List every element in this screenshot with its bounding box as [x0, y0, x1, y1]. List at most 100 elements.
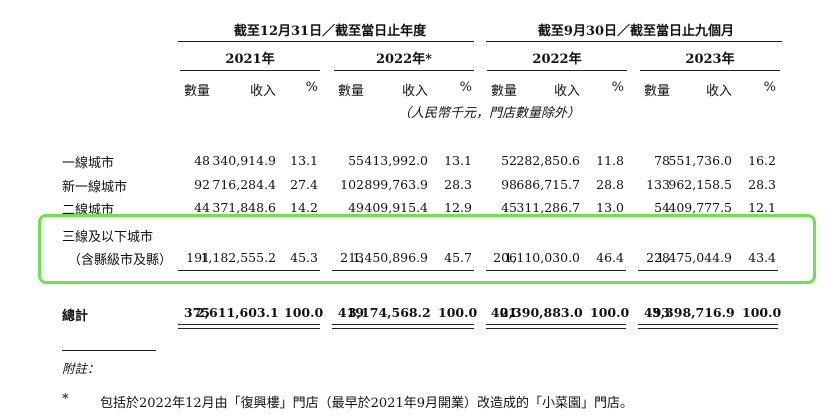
year-rule	[640, 70, 780, 71]
table-cell: 551,736.0	[668, 153, 732, 168]
column-label: %	[763, 80, 776, 95]
table-cell: 962,158.5	[668, 177, 732, 192]
table-cell: 45.7	[444, 250, 472, 265]
column-label: %	[459, 80, 472, 95]
year-header: 2022年*	[376, 52, 432, 67]
table-cell: 98	[501, 177, 517, 192]
table-cell: 43.4	[748, 250, 776, 265]
row-label: 新一線城市	[62, 180, 128, 195]
table-cell: 1,182,555.2	[200, 250, 276, 265]
column-label: 數量	[183, 84, 210, 99]
table-cell: 1,475,044.9	[656, 250, 732, 265]
table-cell: 45.3	[290, 250, 318, 265]
table-cell: 78	[654, 153, 670, 168]
table-cell: 228	[646, 250, 670, 265]
table-cell: 1,450,896.9	[352, 250, 428, 265]
footnote-rule	[62, 350, 156, 351]
table-cell: 12.9	[444, 200, 472, 215]
total-double-rule	[332, 324, 474, 329]
year-rule	[334, 70, 474, 71]
table-cell: 44	[194, 200, 210, 215]
table-cell: 27.4	[290, 177, 318, 192]
table-cell: 191	[186, 250, 210, 265]
period-header-annual: 截至12月31日／截至當日止年度	[233, 24, 427, 39]
table-cell: 716,284.4	[212, 177, 276, 192]
table-cell: 11.8	[596, 153, 624, 168]
table-cell: 28.8	[596, 177, 624, 192]
total-cell: 401	[490, 305, 517, 320]
table-cell: 28.3	[748, 177, 776, 192]
year-header: 2023年	[685, 52, 735, 67]
row-label: 三線及以下城市	[62, 230, 154, 245]
highlight-box	[38, 214, 816, 284]
column-label: 數量	[643, 84, 670, 99]
row-label-sub: （含縣級市及縣）	[68, 253, 173, 268]
table-cell: 311,286.7	[516, 200, 580, 215]
total-double-rule	[486, 324, 626, 329]
total-double-rule	[638, 324, 778, 329]
footnote-heading: 附註：	[62, 361, 100, 376]
table-cell: 213	[340, 250, 364, 265]
table-cell: 13.0	[596, 200, 624, 215]
total-label: 總計	[62, 309, 89, 324]
header-rule	[486, 41, 782, 42]
year-header: 2021年	[225, 52, 275, 67]
subtotal-rule	[638, 270, 778, 271]
total-cell: 100.0	[742, 305, 782, 320]
total-cell: 375	[183, 305, 210, 320]
table-cell: 55	[348, 153, 364, 168]
year-header: 2022年	[532, 52, 582, 67]
table-cell: 409,915.4	[364, 200, 428, 215]
table-cell: 52	[501, 153, 517, 168]
total-cell: 493	[643, 305, 670, 320]
table-cell: 409,777.5	[668, 200, 732, 215]
column-label: 數量	[337, 84, 364, 99]
column-label: 收入	[705, 84, 732, 99]
column-label: 收入	[401, 84, 428, 99]
column-label: 收入	[553, 84, 580, 99]
column-label: 數量	[490, 84, 517, 99]
column-label: 收入	[249, 84, 276, 99]
total-cell: 2,390,883.0	[500, 305, 583, 320]
table-cell: 282,850.6	[516, 153, 580, 168]
table-cell: 49	[348, 200, 364, 215]
total-cell: 100.0	[284, 305, 324, 320]
total-cell: 2,611,603.1	[196, 305, 279, 320]
table-cell: 48	[194, 153, 210, 168]
table-cell: 102	[340, 177, 364, 192]
footnote-text: 包括於2022年12月由「復興樓」門店（最早於2021年9月開業）改造成的「小菜…	[100, 396, 633, 411]
table-cell: 45	[501, 200, 517, 215]
total-cell: 3,174,568.2	[348, 305, 431, 320]
table-cell: 92	[194, 177, 210, 192]
row-label: 一線城市	[62, 156, 115, 171]
footnote-marker: *	[62, 392, 69, 407]
subtotal-rule	[178, 270, 320, 271]
total-cell: 100.0	[590, 305, 630, 320]
table-cell: 16.2	[748, 153, 776, 168]
table-cell: 686,715.7	[516, 177, 580, 192]
column-label: %	[305, 80, 318, 95]
period-header-nine-months: 截至9月30日／截至當日止九個月	[537, 24, 735, 39]
table-cell: 12.1	[748, 200, 776, 215]
total-cell: 3,398,716.9	[652, 305, 735, 320]
table-cell: 413,992.0	[364, 153, 428, 168]
table-cell: 1,110,030.0	[504, 250, 580, 265]
table-cell: 133	[646, 177, 670, 192]
subtotal-rule	[332, 270, 474, 271]
table-cell: 46.4	[596, 250, 624, 265]
year-rule	[180, 70, 320, 71]
table-cell: 14.2	[290, 200, 318, 215]
year-rule	[487, 70, 627, 71]
total-double-rule	[178, 324, 320, 329]
table-cell: 54	[654, 200, 670, 215]
table-cell: 28.3	[444, 177, 472, 192]
table-cell: 13.1	[290, 153, 318, 168]
subtotal-rule	[486, 270, 626, 271]
unit-note: （人民幣千元，門店數量除外）	[398, 106, 581, 121]
header-rule	[178, 41, 474, 42]
table-cell: 206	[493, 250, 517, 265]
table-cell: 371,848.6	[212, 200, 276, 215]
column-label: %	[611, 80, 624, 95]
total-cell: 100.0	[438, 305, 478, 320]
table-cell: 13.1	[444, 153, 472, 168]
